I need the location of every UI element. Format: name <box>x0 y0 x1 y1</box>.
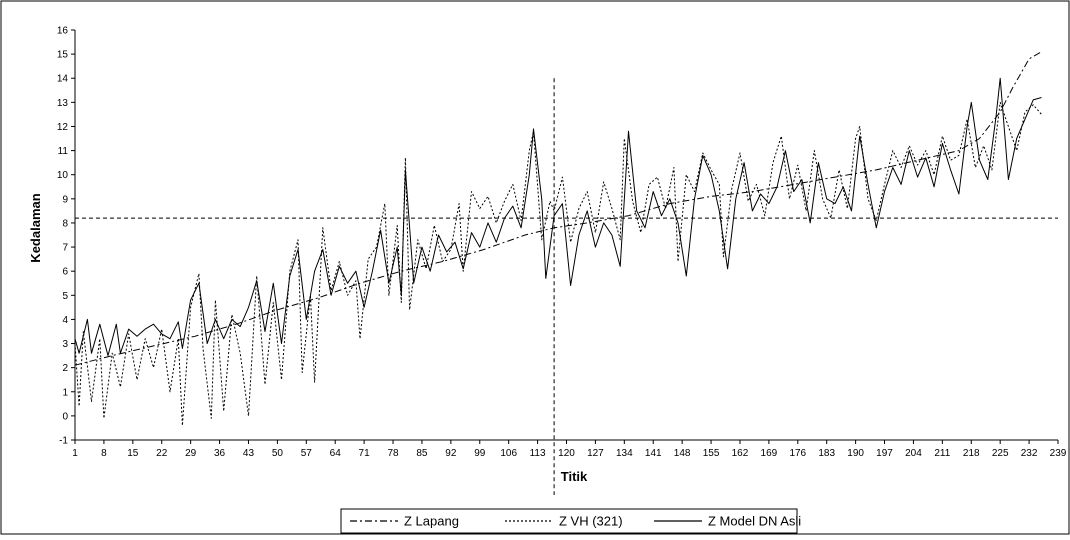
x-tick-label: 134 <box>616 448 633 459</box>
x-tick-label: 85 <box>416 448 428 459</box>
reference-lines <box>75 78 1058 495</box>
x-tick-label: 183 <box>818 448 835 459</box>
x-tick-label: 120 <box>558 448 575 459</box>
x-tick-label: 155 <box>703 448 720 459</box>
y-tick-label: 15 <box>57 50 69 61</box>
x-tick-label: 71 <box>359 448 371 459</box>
x-tick-label: 148 <box>674 448 691 459</box>
series-group <box>74 51 1042 426</box>
x-tick-label: 50 <box>272 448 284 459</box>
legend: Z Lapang Z VH (321) Z Model DN Asli <box>340 508 801 534</box>
x-tick-label: 204 <box>905 448 922 459</box>
x-tick-label: 169 <box>761 448 778 459</box>
y-tick-label: 14 <box>57 74 69 85</box>
y-tick-label: 16 <box>57 26 69 37</box>
x-tick-label: 113 <box>530 448 546 459</box>
x-tick-label: 78 <box>387 448 399 459</box>
y-tick-label: 10 <box>57 170 69 181</box>
series-line-2 <box>74 101 1042 426</box>
x-tick-label: 29 <box>185 448 197 459</box>
x-tick-label: 162 <box>732 448 749 459</box>
x-tick-label: 43 <box>243 448 255 459</box>
legend-box <box>340 508 798 534</box>
x-tick-label: 8 <box>101 448 107 459</box>
y-tick-label: 2 <box>62 363 68 374</box>
series-line-3 <box>74 77 1042 357</box>
x-tick-label: 141 <box>645 448 662 459</box>
x-tick-label: 92 <box>445 448 457 459</box>
y-tick-label: 8 <box>62 218 68 229</box>
y-tick-label: 13 <box>57 98 69 109</box>
x-tick-label: 176 <box>789 448 806 459</box>
legend-label-1: Z Lapang <box>404 514 459 529</box>
y-tick-label: -1 <box>59 436 68 447</box>
y-axis-title: Kedalaman <box>28 193 43 262</box>
x-tick-label: 127 <box>587 448 604 459</box>
x-tick-label: 64 <box>330 448 342 459</box>
axes <box>74 30 1058 441</box>
y-tick-label: 3 <box>62 339 68 350</box>
y-tick-label: 9 <box>62 194 68 205</box>
y-tick-label: 5 <box>62 291 68 302</box>
x-tick-label: 1 <box>72 448 78 459</box>
y-tick-label: 11 <box>58 146 69 157</box>
x-axis-title: Titik <box>561 469 588 484</box>
y-tick-label: 1 <box>62 387 68 398</box>
y-tick-label: 7 <box>62 243 68 254</box>
x-tick-label: 211 <box>934 448 950 459</box>
y-tick-label: 6 <box>62 267 68 278</box>
x-tick-label: 232 <box>1021 448 1038 459</box>
x-tick-label: 225 <box>992 448 1009 459</box>
x-tick-label: 190 <box>847 448 864 459</box>
legend-label-2: Z VH (321) <box>559 514 623 529</box>
legend-label-3: Z Model DN Asli <box>708 514 801 529</box>
x-tick-label: 36 <box>214 448 226 459</box>
y-tick-label: 12 <box>57 122 69 133</box>
x-tick-label: 99 <box>474 448 486 459</box>
x-tick-label: 106 <box>500 448 517 459</box>
y-tick-label: 4 <box>62 315 68 326</box>
x-tick-label: 22 <box>156 448 168 459</box>
y-tick-label: 0 <box>62 411 68 422</box>
x-tick-label: 218 <box>963 448 980 459</box>
x-tick-label: 15 <box>127 448 139 459</box>
x-tick-label: 239 <box>1050 448 1067 459</box>
x-tick-label: 197 <box>876 448 893 459</box>
x-axis-ticks: 1 8 15 22 29 36 43 50 57 64 71 78 85 92 99 106 113 120 127… <box>72 440 1067 459</box>
x-tick-label: 57 <box>301 448 313 459</box>
